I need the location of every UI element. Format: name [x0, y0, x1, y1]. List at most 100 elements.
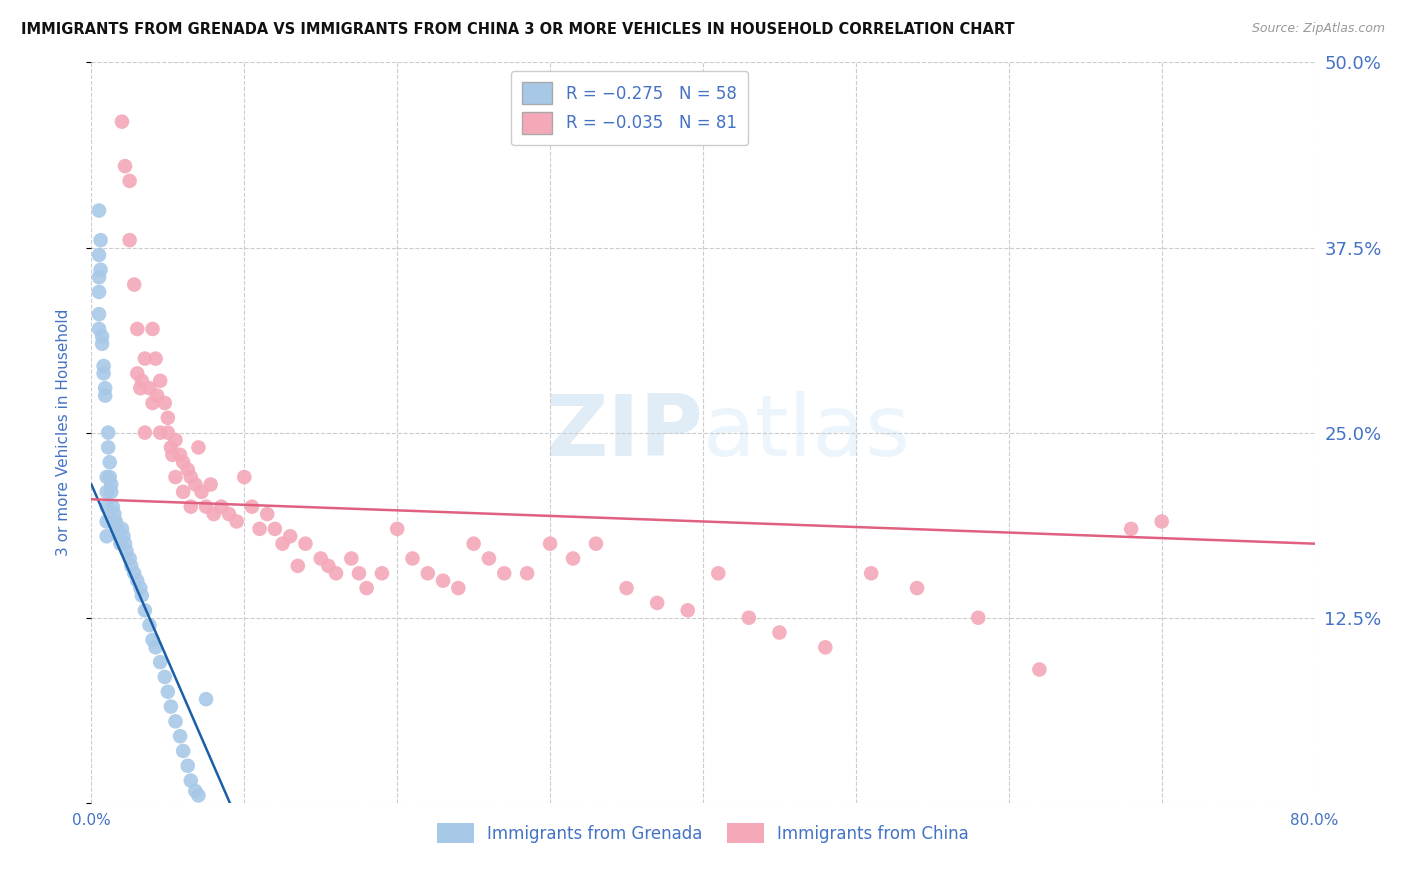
Point: [738, 610, 761, 624]
Point: [264, 522, 287, 536]
Point: [96, 515, 118, 529]
Point: [233, 470, 256, 484]
Point: [94, 381, 117, 395]
Point: [97, 441, 120, 455]
Point: [165, 470, 187, 484]
Point: [98, 455, 121, 469]
Point: [463, 536, 485, 550]
Point: [278, 529, 301, 543]
Point: [110, 536, 132, 550]
Point: [97, 425, 120, 440]
Point: [115, 544, 138, 558]
Point: [103, 515, 125, 529]
Point: [101, 500, 124, 514]
Point: [190, 484, 212, 499]
Point: [249, 522, 271, 536]
Point: [325, 566, 347, 581]
Point: [340, 551, 363, 566]
Point: [93, 367, 115, 381]
Point: [146, 388, 169, 402]
Point: [108, 529, 131, 543]
Point: [87, 248, 110, 262]
Point: [122, 277, 145, 292]
Point: [103, 507, 125, 521]
Point: [134, 425, 156, 440]
Point: [645, 596, 668, 610]
Point: [91, 329, 114, 343]
Point: [127, 574, 149, 588]
Point: [165, 714, 187, 729]
Point: [356, 581, 378, 595]
Point: [91, 336, 114, 351]
Point: [184, 784, 207, 798]
Point: [114, 536, 136, 550]
Point: [145, 351, 167, 366]
Point: [177, 758, 200, 772]
Point: [111, 522, 134, 536]
Point: [141, 396, 163, 410]
Point: [538, 536, 561, 550]
Point: [516, 566, 538, 581]
Point: [87, 270, 110, 285]
Point: [562, 551, 585, 566]
Point: [177, 462, 200, 476]
Point: [967, 610, 990, 624]
Point: [93, 359, 115, 373]
Legend: Immigrants from Grenada, Immigrants from China: Immigrants from Grenada, Immigrants from…: [430, 816, 976, 850]
Point: [218, 507, 240, 521]
Point: [145, 640, 167, 655]
Point: [585, 536, 607, 550]
Point: [129, 581, 152, 595]
Point: [141, 632, 163, 647]
Point: [118, 174, 141, 188]
Text: atlas: atlas: [703, 391, 911, 475]
Point: [447, 581, 470, 595]
Point: [768, 625, 790, 640]
Point: [271, 536, 294, 550]
Point: [156, 425, 179, 440]
Point: [184, 477, 207, 491]
Point: [172, 455, 194, 469]
Point: [905, 581, 928, 595]
Point: [153, 396, 176, 410]
Point: [127, 322, 149, 336]
Point: [385, 522, 409, 536]
Point: [98, 470, 121, 484]
Point: [100, 484, 122, 499]
Point: [225, 515, 247, 529]
Point: [814, 640, 837, 655]
Point: [172, 484, 194, 499]
Point: [114, 159, 136, 173]
Point: [149, 425, 172, 440]
Point: [309, 551, 332, 566]
Point: [160, 441, 183, 455]
Point: [195, 692, 218, 706]
Point: [156, 685, 179, 699]
Point: [112, 529, 135, 543]
Point: [195, 500, 218, 514]
Point: [180, 500, 202, 514]
Point: [172, 744, 194, 758]
Point: [707, 566, 730, 581]
Point: [129, 381, 152, 395]
Point: [200, 477, 222, 491]
Point: [153, 670, 176, 684]
Point: [494, 566, 516, 581]
Point: [100, 477, 122, 491]
Point: [94, 388, 117, 402]
Point: [180, 773, 202, 788]
Point: [134, 603, 156, 617]
Point: [96, 484, 118, 499]
Point: [162, 448, 184, 462]
Point: [416, 566, 439, 581]
Point: [156, 410, 179, 425]
Point: [165, 433, 187, 447]
Point: [122, 566, 145, 581]
Point: [138, 618, 160, 632]
Text: ZIP: ZIP: [546, 391, 703, 475]
Point: [90, 262, 112, 277]
Point: [87, 307, 110, 321]
Point: [87, 285, 110, 299]
Point: [118, 233, 141, 247]
Text: IMMIGRANTS FROM GRENADA VS IMMIGRANTS FROM CHINA 3 OR MORE VEHICLES IN HOUSEHOLD: IMMIGRANTS FROM GRENADA VS IMMIGRANTS FR…: [21, 22, 1015, 37]
